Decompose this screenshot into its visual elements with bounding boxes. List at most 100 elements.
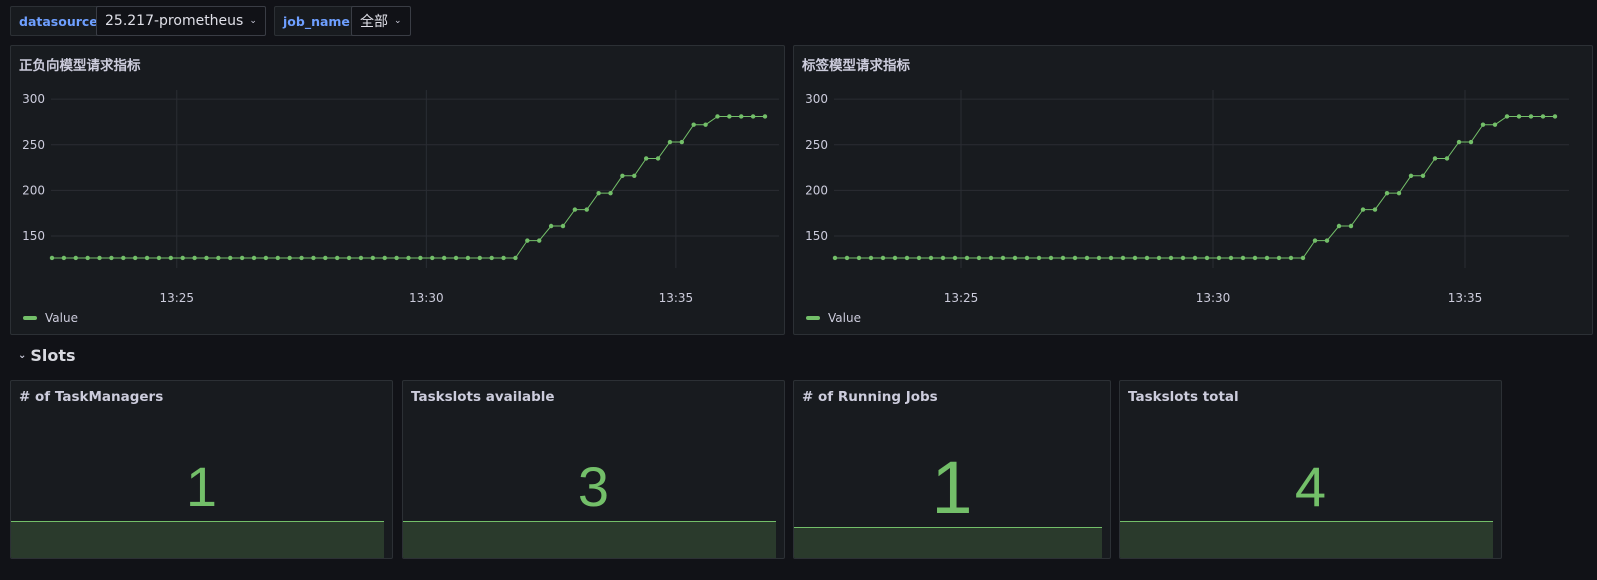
- panel-title: # of TaskManagers: [19, 389, 164, 405]
- timeseries-chart[interactable]: 150 200 250 300 13:25 13:30 13:35: [11, 46, 785, 335]
- data-point: [430, 255, 435, 261]
- data-point: [856, 255, 862, 261]
- data-point: [560, 223, 566, 229]
- data-point: [1492, 122, 1498, 127]
- sparkline: [403, 521, 776, 558]
- data-point: [1456, 139, 1462, 145]
- data-point: [453, 255, 459, 261]
- data-point: [1048, 255, 1054, 261]
- data-point: [1360, 207, 1366, 212]
- data-point: [97, 255, 102, 261]
- data-point: [180, 255, 185, 261]
- sparkline: [11, 521, 384, 558]
- chevron-down-icon: ⌄: [394, 16, 402, 26]
- datasource-select[interactable]: 25.217-prometheus ⌄: [96, 6, 266, 36]
- legend[interactable]: Value: [806, 311, 861, 325]
- data-point: [1420, 173, 1426, 179]
- data-point: [477, 255, 482, 261]
- series-line: [52, 116, 765, 259]
- data-point: [1516, 114, 1522, 119]
- data-point: [832, 255, 838, 261]
- data-point: [1324, 238, 1330, 243]
- data-point: [1168, 255, 1174, 261]
- data-point: [144, 255, 150, 261]
- data-point: [703, 122, 708, 127]
- data-point: [620, 173, 625, 179]
- data-point: [1312, 238, 1318, 243]
- data-point: [1096, 255, 1102, 261]
- data-point: [156, 255, 162, 261]
- legend[interactable]: Value: [23, 311, 78, 325]
- y-tick-label: 250: [805, 138, 828, 152]
- data-point: [1528, 114, 1534, 119]
- data-point: [1084, 255, 1090, 261]
- data-point: [1480, 122, 1486, 127]
- data-point: [1240, 255, 1246, 261]
- data-point: [513, 255, 518, 261]
- job-name-select-value: 全部: [360, 14, 388, 30]
- data-point: [346, 255, 352, 261]
- data-point: [1132, 255, 1138, 261]
- stat-panel-taskslots-available[interactable]: Taskslots available 3: [402, 380, 785, 559]
- data-point: [916, 255, 922, 261]
- y-tick-label: 200: [805, 183, 828, 197]
- data-point: [263, 255, 269, 261]
- stat-panel-taskmanagers[interactable]: # of TaskManagers 1: [10, 380, 393, 559]
- data-point: [1504, 114, 1510, 119]
- data-point: [441, 255, 447, 261]
- data-point: [1108, 255, 1114, 261]
- legend-label: Value: [828, 311, 861, 325]
- x-tick-label: 13:30: [1196, 291, 1231, 305]
- y-tick-label: 150: [22, 229, 45, 243]
- data-point: [1348, 223, 1354, 229]
- y-tick-label: 150: [805, 229, 828, 243]
- timeseries-panel-tag[interactable]: 150 200 250 300 13:25 13:30 13:35 标签模型请求指标 Val…: [793, 45, 1593, 335]
- data-point: [73, 255, 78, 261]
- data-point: [584, 207, 589, 212]
- stat-panel-running-jobs[interactable]: # of Running Jobs 1: [793, 380, 1111, 559]
- data-point: [61, 255, 67, 261]
- row-header-slots[interactable]: ⌄ Slots: [18, 346, 76, 365]
- data-point: [1180, 255, 1186, 261]
- data-point: [1000, 255, 1006, 261]
- stat-value: 1: [931, 446, 973, 529]
- data-point: [216, 255, 221, 261]
- data-point: [1252, 255, 1258, 261]
- data-point: [964, 255, 970, 261]
- data-point: [489, 255, 494, 261]
- data-point: [1204, 255, 1210, 261]
- data-point: [1540, 114, 1546, 119]
- job-name-variable-label: job_name: [274, 6, 359, 36]
- data-point: [525, 238, 530, 243]
- panel-title: Taskslots total: [1128, 389, 1239, 405]
- timeseries-panel-sentiment[interactable]: 150 200 250 300 13:25 13:30 13:35 正负向模型请求指标 Va…: [10, 45, 785, 335]
- data-point: [750, 114, 756, 119]
- data-point: [667, 139, 673, 145]
- data-point: [251, 255, 257, 261]
- x-tick-label: 13:35: [659, 291, 694, 305]
- data-point: [121, 255, 126, 261]
- data-point: [49, 255, 55, 261]
- data-point: [952, 255, 958, 261]
- stat-value: 4: [1294, 455, 1327, 518]
- y-tick-label: 300: [805, 92, 828, 106]
- legend-swatch: [806, 316, 820, 320]
- data-point: [691, 122, 696, 127]
- legend-label: Value: [45, 311, 78, 325]
- y-tick-label: 300: [22, 92, 45, 106]
- data-point: [1552, 114, 1558, 119]
- timeseries-chart[interactable]: 150 200 250 300 13:25 13:30 13:35: [794, 46, 1593, 335]
- data-point: [537, 238, 542, 243]
- data-point: [1120, 255, 1126, 261]
- stat-panel-taskslots-total[interactable]: Taskslots total 4: [1119, 380, 1502, 559]
- legend-swatch: [23, 316, 37, 320]
- data-point: [679, 139, 685, 145]
- data-point: [228, 255, 233, 261]
- job-name-select[interactable]: 全部 ⌄: [351, 6, 411, 36]
- chevron-down-icon: ⌄: [18, 350, 27, 361]
- data-point: [1300, 255, 1306, 261]
- x-tick-label: 13:30: [409, 291, 444, 305]
- data-point: [655, 156, 661, 161]
- data-point: [1024, 255, 1030, 261]
- stat-value: 1: [185, 455, 218, 518]
